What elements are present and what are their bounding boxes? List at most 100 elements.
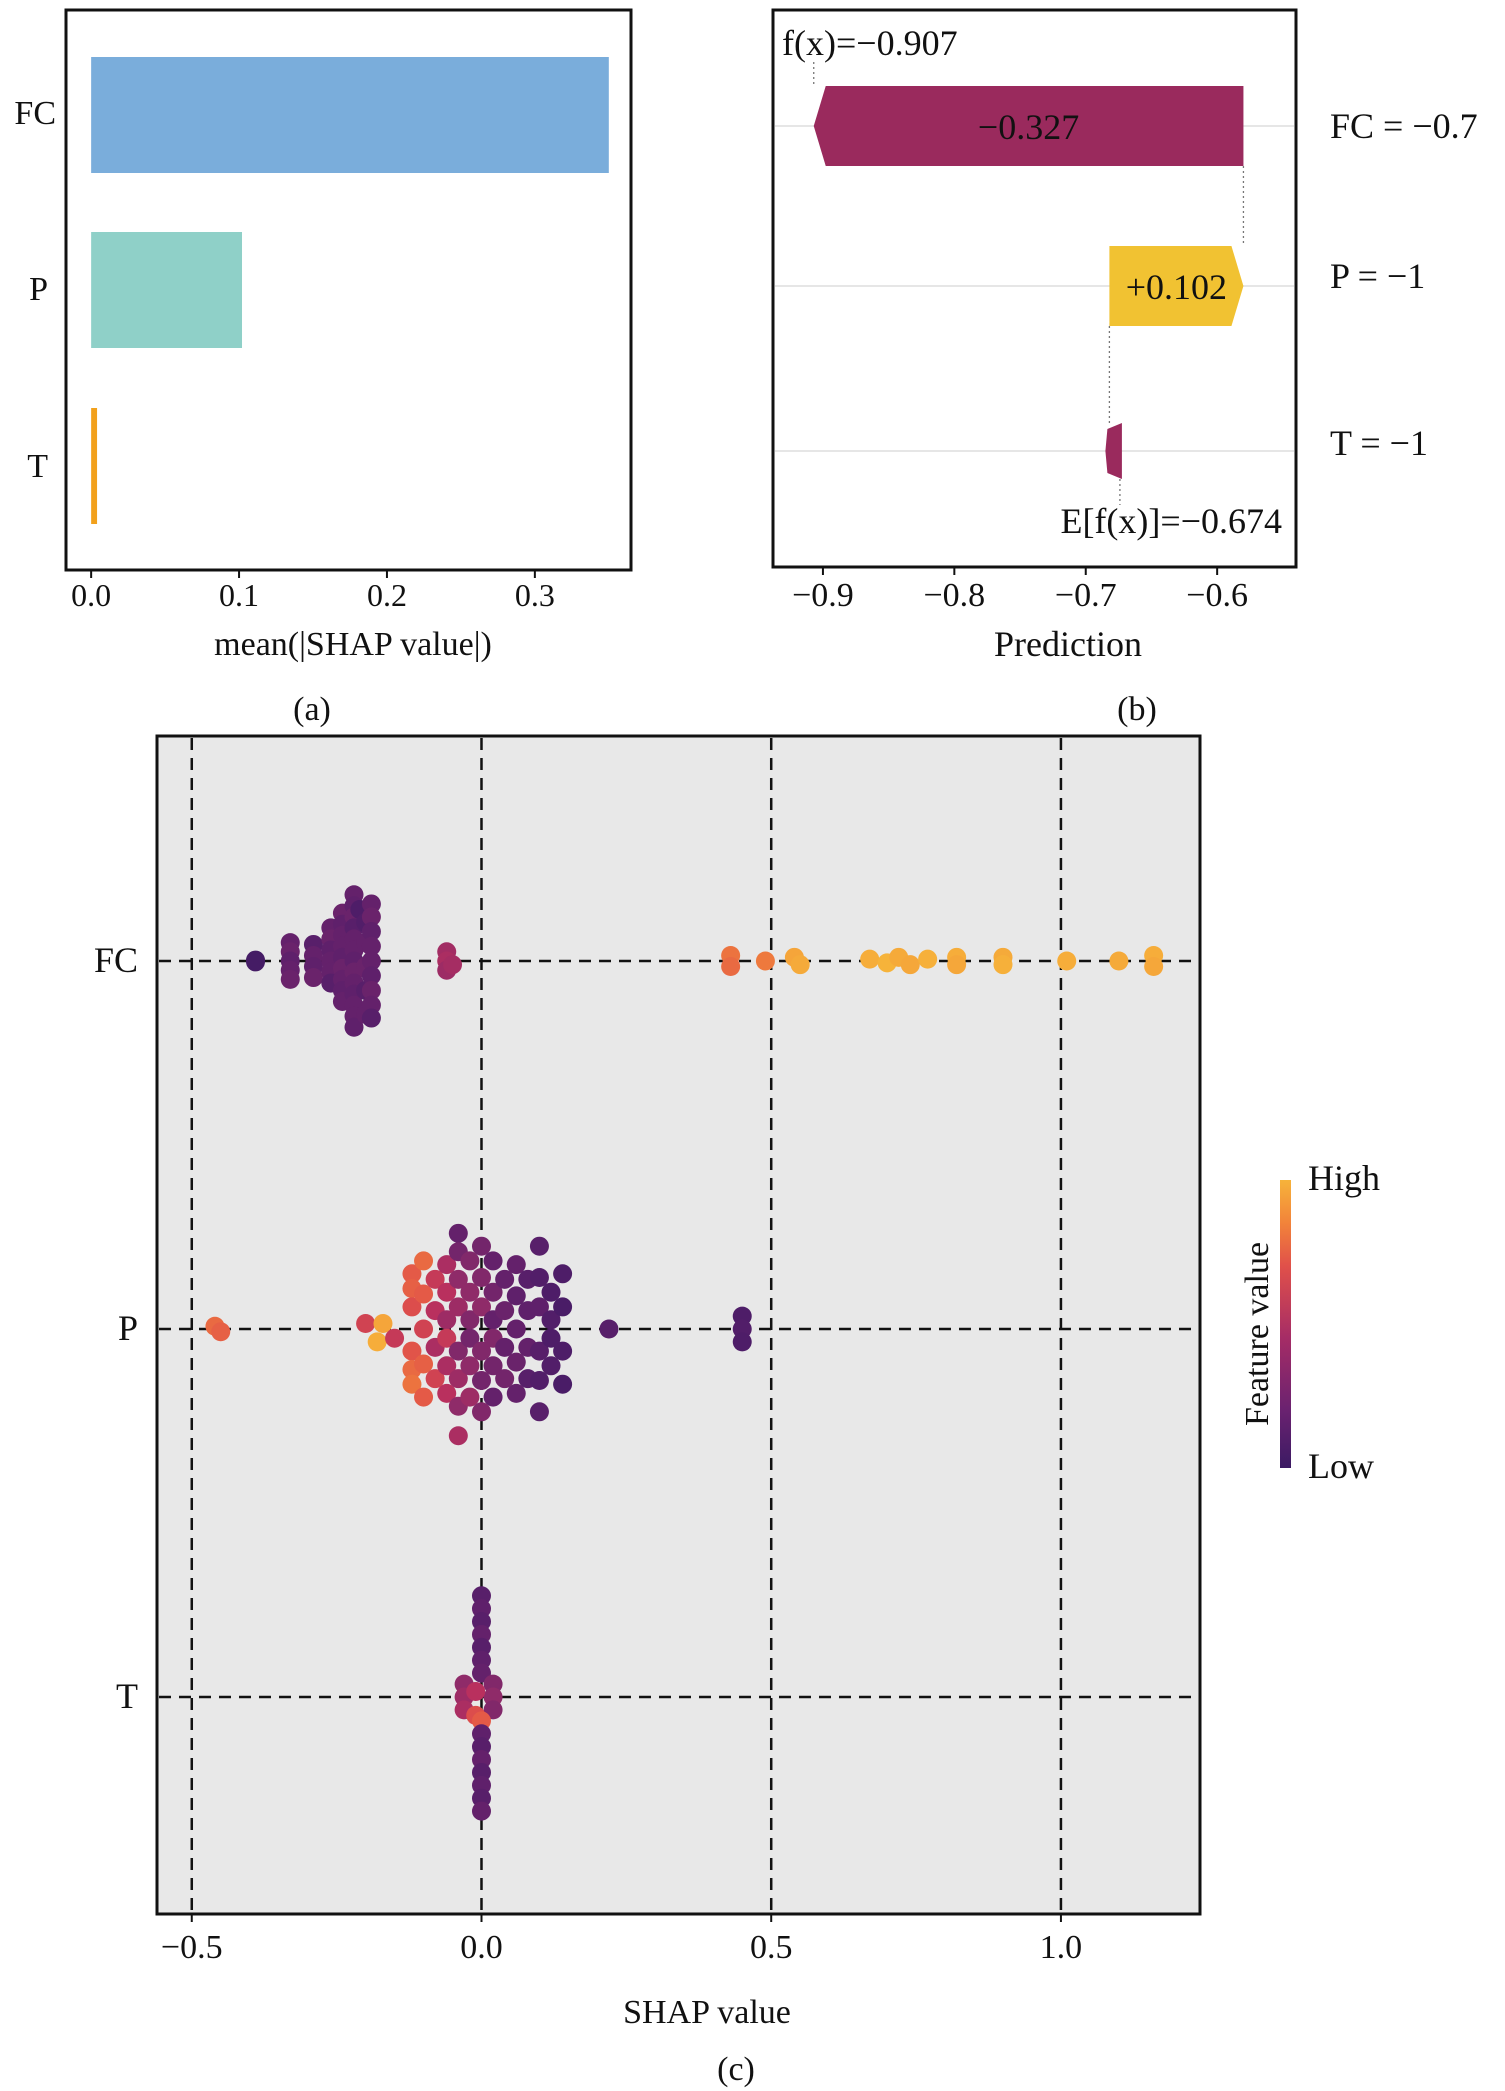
point-p <box>448 1341 468 1361</box>
y-tick-label: FC <box>94 940 138 980</box>
x-tick-label: 1.0 <box>1040 1929 1083 1966</box>
bar-fc <box>91 57 609 173</box>
point-p <box>506 1255 526 1275</box>
point-p <box>529 1267 549 1287</box>
point-p <box>356 1313 376 1333</box>
point-p <box>541 1328 561 1348</box>
point-fc <box>1057 951 1077 971</box>
waterfall-bar <box>1105 423 1122 479</box>
x-tick-label: −0.6 <box>1186 577 1248 614</box>
point-p <box>529 1402 549 1422</box>
point-fc <box>1144 957 1164 977</box>
point-fc <box>361 966 381 986</box>
point-p <box>529 1236 549 1256</box>
colorbar-gradient <box>1280 1180 1291 1468</box>
x-tick-label: −0.5 <box>161 1929 223 1966</box>
panel-b-x-ticks: −0.9 −0.8 −0.7 −0.6 <box>792 567 1248 614</box>
point-fc <box>790 955 810 975</box>
point-p <box>460 1251 480 1271</box>
point-p <box>402 1297 422 1317</box>
point-fc <box>361 936 381 956</box>
point-p <box>529 1297 549 1317</box>
panel-a-x-axis-label: mean(|SHAP value|) <box>214 626 492 663</box>
colorbar: High Low Feature value <box>1239 1158 1380 1486</box>
point-p <box>541 1356 561 1376</box>
panel-c-plot-background <box>155 734 1202 1916</box>
point-fc <box>918 949 938 969</box>
panel-b-feature-labels: FC = −0.7 P = −1 T = −1 <box>1330 106 1478 463</box>
point-p <box>553 1374 573 1394</box>
point-p <box>495 1337 515 1357</box>
point-fc <box>361 1008 381 1028</box>
point-p <box>599 1319 619 1339</box>
y-tick-label: P <box>118 1308 138 1348</box>
colorbar-low-label: Low <box>1308 1446 1374 1486</box>
x-tick-label: 0.5 <box>750 1929 793 1966</box>
point-p <box>506 1352 526 1372</box>
y-tick-label: P <box>29 271 48 308</box>
panel-c-points <box>205 885 1164 1821</box>
point-p <box>495 1301 515 1321</box>
bar-t <box>91 408 98 524</box>
point-p <box>425 1269 445 1289</box>
point-p <box>460 1387 480 1407</box>
efx-label: E[f(x)]=−0.674 <box>1060 501 1282 541</box>
panel-a-x-ticks: 0.0 0.1 0.2 0.3 <box>71 570 555 613</box>
point-p <box>373 1313 393 1333</box>
point-p <box>414 1251 434 1271</box>
panel-a-y-tick-labels: FC P T <box>14 95 56 485</box>
point-p <box>506 1383 526 1403</box>
point-p <box>211 1322 231 1342</box>
point-p <box>541 1282 561 1302</box>
point-t <box>466 1681 486 1701</box>
point-p <box>437 1255 457 1275</box>
feature-value-label: T = −1 <box>1330 423 1428 463</box>
x-tick-label: 0.2 <box>367 577 407 613</box>
point-fc <box>246 952 266 972</box>
point-p <box>437 1328 457 1348</box>
x-tick-label: −0.9 <box>792 577 854 614</box>
point-p <box>448 1223 468 1243</box>
feature-value-label: FC = −0.7 <box>1330 106 1478 146</box>
point-p <box>448 1297 468 1317</box>
point-p <box>460 1356 480 1376</box>
point-p <box>553 1297 573 1317</box>
panel-c: FC P T −0.5 0.0 0.5 1.0 SHAP value (c) High… <box>94 734 1380 2088</box>
point-p <box>402 1374 422 1394</box>
panel-b-waterfall-bars: −0.327 +0.102 <box>813 62 1245 505</box>
point-p <box>437 1310 457 1330</box>
colorbar-high-label: High <box>1308 1158 1380 1198</box>
point-p <box>385 1328 405 1348</box>
point-p <box>506 1286 526 1306</box>
colorbar-title: Feature value <box>1239 1242 1276 1426</box>
point-p <box>553 1264 573 1284</box>
point-p <box>732 1332 752 1352</box>
point-fc <box>755 951 775 971</box>
point-p <box>471 1341 491 1361</box>
x-tick-label: 0.3 <box>515 577 555 613</box>
point-p <box>437 1356 457 1376</box>
panel-c-y-tick-labels: FC P T <box>94 940 138 1716</box>
panel-c-x-ticks: −0.5 0.0 0.5 1.0 <box>161 1914 1082 1966</box>
point-p <box>483 1282 503 1302</box>
point-p <box>471 1402 491 1422</box>
point-fc <box>721 957 741 977</box>
point-fc <box>1109 951 1129 971</box>
point-t <box>471 1801 491 1821</box>
feature-value-label: P = −1 <box>1330 256 1425 296</box>
caption-c: (c) <box>717 2051 755 2088</box>
point-p <box>506 1319 526 1339</box>
waterfall-bar <box>813 86 1244 166</box>
point-p <box>402 1341 422 1361</box>
bar-p <box>91 232 243 348</box>
point-p <box>483 1251 503 1271</box>
point-p <box>437 1282 457 1302</box>
fx-label: f(x)=−0.907 <box>782 23 958 63</box>
point-p <box>425 1369 445 1389</box>
panel-b-x-axis-label: Prediction <box>994 624 1142 664</box>
x-tick-label: −0.7 <box>1055 577 1117 614</box>
point-fc <box>900 955 920 975</box>
point-fc <box>443 955 463 975</box>
point-fc <box>361 951 381 971</box>
